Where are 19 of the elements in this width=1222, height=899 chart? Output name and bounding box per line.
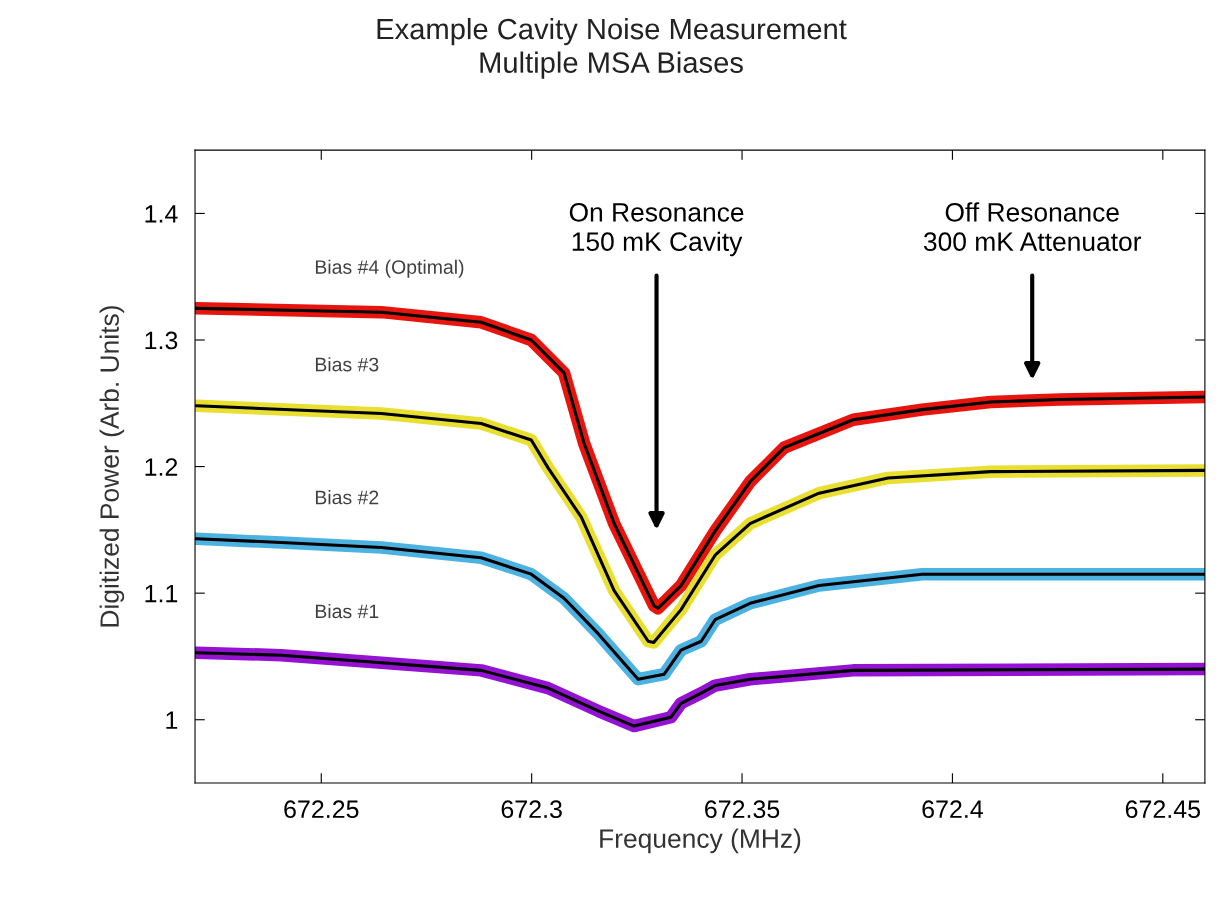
y-tick-label: 1.4 bbox=[145, 205, 178, 223]
y-tick-label: 1.3 bbox=[145, 331, 178, 350]
text: Bias #1 bbox=[315, 603, 379, 619]
annotation: On Resonance 150 mK Cavity bbox=[569, 202, 744, 257]
text: Bias #2 bbox=[315, 490, 379, 505]
x-tick-label: 672.45 bbox=[1125, 800, 1200, 819]
y-tick-label: 1 bbox=[166, 711, 178, 729]
y-tick-label: 1.2 bbox=[145, 458, 178, 476]
x-tick-label: 672.25 bbox=[284, 800, 359, 819]
y-tick-label: 1.1 bbox=[145, 585, 178, 603]
x-tick-label: 672.3 bbox=[501, 800, 562, 819]
annotation: Off Resonance 300 mK Attenuator bbox=[923, 202, 1142, 252]
y-axis-title: Digitized Power (Arb. Units) bbox=[99, 306, 125, 627]
text: Bias #3 bbox=[315, 357, 379, 372]
series-label: Bias #4 (Optimal) bbox=[315, 259, 464, 278]
chart-title: Example Cavity Noise Measurement Multiple MSA Biases bbox=[377, 17, 847, 79]
x-tick-label: 672.35 bbox=[705, 800, 780, 819]
x-tick-label: 672.4 bbox=[922, 800, 983, 819]
x-axis-title: Frequency (MHz) bbox=[600, 828, 801, 854]
